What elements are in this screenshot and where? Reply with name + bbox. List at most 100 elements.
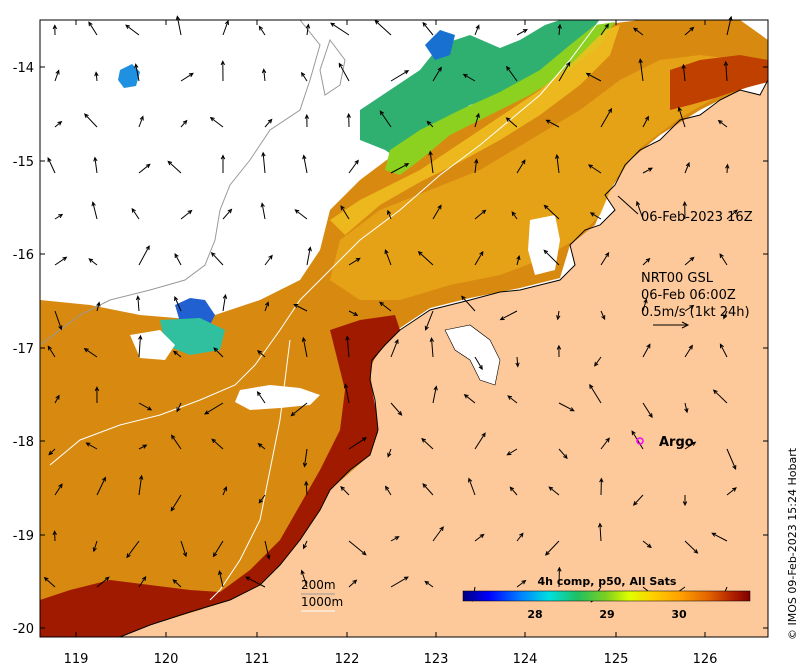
map-plot-area — [40, 20, 768, 637]
current-arrow — [264, 118, 273, 128]
current-arrows — [43, 15, 738, 603]
current-arrow — [170, 494, 182, 512]
current-arrow — [348, 540, 367, 556]
current-arrow — [203, 402, 224, 415]
contour-1000m — [49, 20, 601, 466]
current-arrow — [642, 402, 653, 419]
sst-cool-yellow — [330, 25, 620, 235]
current-arrow — [134, 63, 140, 82]
current-arrow — [548, 486, 560, 496]
current-arrow — [474, 112, 480, 128]
current-arrow — [515, 356, 520, 368]
current-arrow — [172, 579, 182, 588]
current-arrow — [54, 394, 60, 404]
current-arrow — [390, 576, 409, 588]
current-arrow — [555, 153, 560, 174]
current-arrow — [94, 71, 99, 82]
current-arrow — [558, 402, 575, 412]
current-arrow — [54, 213, 64, 220]
current-arrow — [725, 163, 730, 174]
argo-marker — [636, 437, 644, 445]
current-arrow — [96, 476, 106, 496]
current-arrow — [723, 60, 729, 82]
current-arrow — [378, 301, 392, 312]
current-arrow — [428, 150, 434, 174]
scale-arrow — [653, 321, 690, 329]
current-arrow — [348, 310, 359, 316]
y-tick-label: -14 — [13, 61, 34, 76]
current-arrow — [264, 254, 273, 266]
current-arrow — [474, 533, 485, 542]
current-arrow — [306, 246, 312, 266]
credit-text: © IMOS 09-Feb-2023 15:24 Hobart — [786, 447, 799, 640]
current-arrow — [218, 569, 224, 588]
current-arrow — [176, 402, 182, 413]
sst-cool-green — [385, 22, 615, 175]
current-arrow — [421, 437, 434, 450]
current-arrow — [125, 24, 140, 36]
current-arrow — [558, 448, 568, 460]
current-arrow — [209, 116, 224, 128]
current-arrow — [384, 249, 392, 266]
current-arrow — [638, 58, 644, 82]
current-arrow — [52, 530, 57, 542]
current-arrow — [84, 113, 98, 128]
current-arrow — [54, 256, 68, 266]
current-arrow — [260, 202, 266, 220]
current-arrow — [174, 295, 182, 312]
current-arrow — [258, 494, 266, 504]
current-arrow — [432, 66, 442, 82]
x-tick-label: 122 — [335, 652, 360, 667]
sst-cool-north — [360, 20, 600, 160]
current-arrow — [264, 540, 271, 560]
current-arrow — [417, 251, 434, 266]
current-time-label: 06-Feb 06:00Z — [641, 288, 736, 303]
current-arrow — [210, 251, 224, 266]
current-arrow — [474, 432, 486, 450]
current-arrow — [387, 448, 392, 458]
current-arrow — [340, 205, 350, 220]
current-arrow — [213, 347, 224, 358]
argo-label: Argo — [659, 435, 694, 450]
current-arrow — [43, 576, 56, 588]
current-arrow — [180, 209, 193, 220]
current-arrow — [719, 253, 728, 266]
current-arrow — [48, 448, 56, 456]
current-arrow — [422, 21, 434, 36]
current-arrow — [379, 110, 392, 128]
cloud-gap-3 — [528, 215, 560, 275]
current-arrow — [93, 156, 98, 174]
current-arrow — [597, 522, 603, 542]
current-arrow — [126, 540, 140, 559]
current-arrow — [345, 335, 350, 358]
current-arrow — [424, 310, 434, 331]
current-arrow — [54, 69, 60, 82]
current-arrow — [463, 393, 476, 404]
y-tick-label: -18 — [13, 435, 34, 450]
current-arrow — [717, 119, 728, 128]
current-arrow — [556, 310, 561, 321]
current-arrow — [516, 579, 527, 588]
current-arrow — [305, 23, 311, 36]
colorbar-tick-label: 28 — [527, 608, 542, 621]
current-arrow — [387, 209, 392, 220]
current-arrow — [636, 200, 644, 220]
current-arrow — [642, 298, 648, 312]
current-arrow — [222, 19, 229, 36]
current-arrow — [138, 444, 148, 450]
current-arrow — [684, 26, 695, 36]
current-arrow — [346, 112, 351, 128]
current-arrow — [600, 437, 610, 450]
current-arrow — [304, 113, 310, 128]
x-tick-label: 126 — [693, 652, 718, 667]
current-arrow — [300, 71, 308, 82]
current-arrow — [138, 115, 144, 128]
current-arrow — [222, 293, 228, 312]
current-arrow — [54, 310, 63, 331]
sst-cold-patch-2 — [118, 64, 140, 88]
current-arrow — [642, 115, 649, 128]
y-tick-label: -17 — [13, 342, 34, 357]
current-arrow — [682, 201, 687, 220]
current-arrow — [599, 477, 604, 496]
current-arrow — [374, 19, 392, 36]
